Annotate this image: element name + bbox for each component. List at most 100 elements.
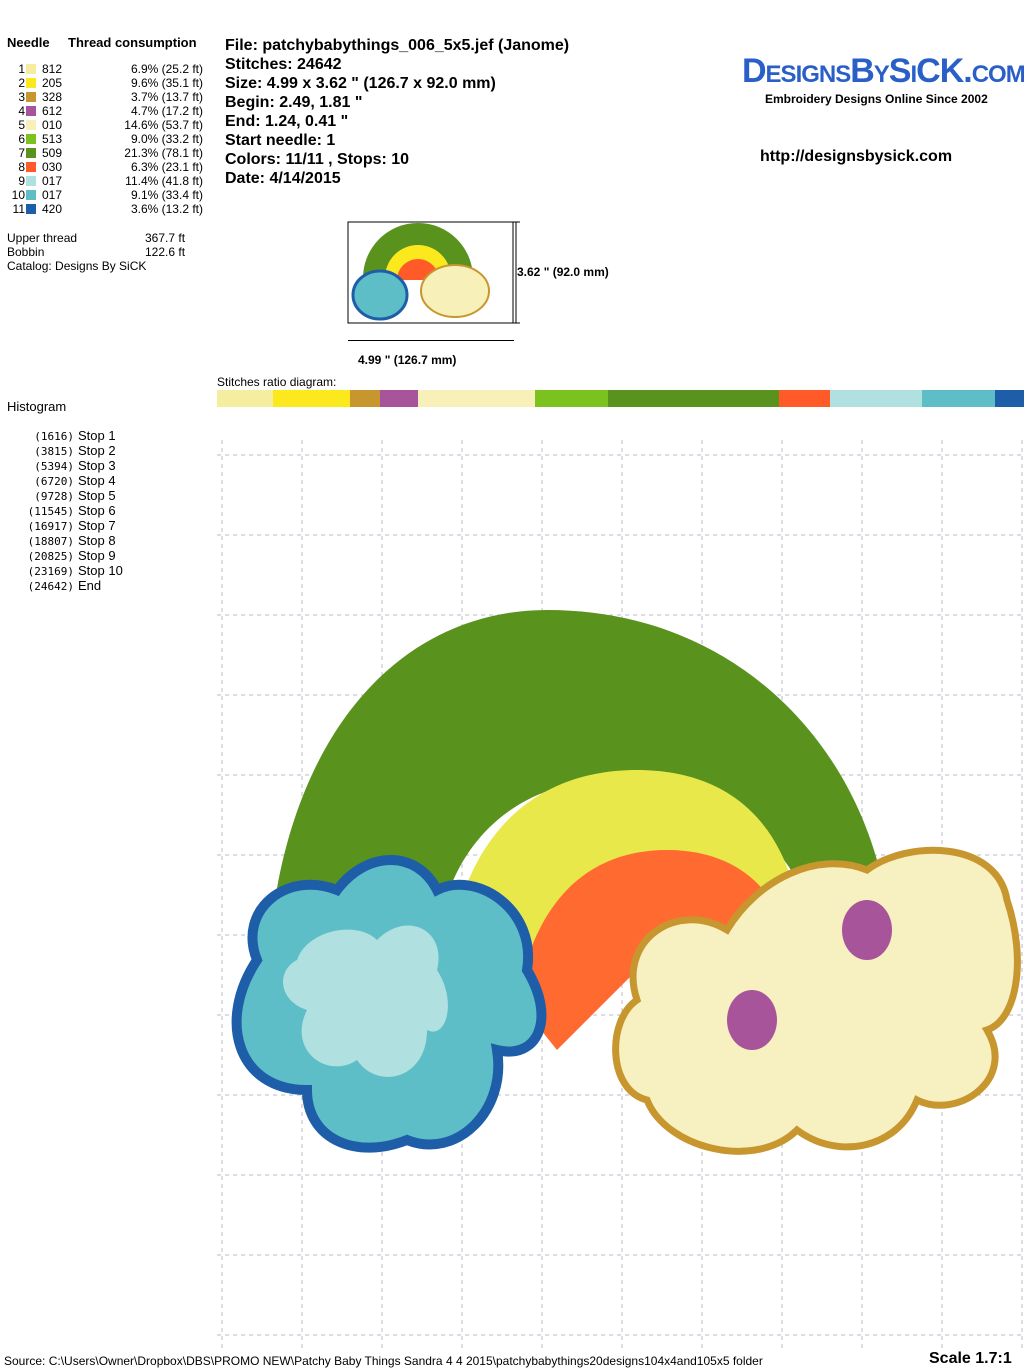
brand-url[interactable]: http://designsbysick.com xyxy=(760,148,953,165)
info-line: Size: 4.99 x 3.62 " (126.7 x 92.0 mm) xyxy=(225,75,496,92)
info-line: Colors: 11/11 , Stops: 10 xyxy=(225,151,410,168)
color-swatch xyxy=(26,78,36,88)
stop-label: Stop 1 xyxy=(78,428,116,443)
thread-percent: 9.1% (33.4 ft) xyxy=(130,188,203,202)
light-blue-cloud xyxy=(283,925,448,1077)
needle-number: 4 xyxy=(18,104,25,118)
stop-label: Stop 5 xyxy=(78,488,116,503)
stitch-count: (24642) xyxy=(27,580,74,593)
color-swatch xyxy=(26,190,36,200)
ratio-segment xyxy=(272,390,350,407)
needle-number: 8 xyxy=(18,160,25,174)
histogram-row: (24642) End xyxy=(20,578,102,594)
needle-number: 7 xyxy=(18,146,25,160)
thread-code: 812 xyxy=(42,62,63,76)
info-line: Stitches: 24642 xyxy=(225,56,342,73)
color-swatch xyxy=(26,64,36,74)
bobbin-value: 122.6 ft xyxy=(145,245,186,259)
ratio-segment xyxy=(217,390,273,407)
ratio-label: Stitches ratio diagram: xyxy=(217,375,337,389)
thread-code: 420 xyxy=(42,202,63,216)
color-swatch xyxy=(26,92,36,102)
thread-code: 509 xyxy=(42,146,63,160)
ratio-segment xyxy=(607,390,780,407)
needle-number: 2 xyxy=(18,76,25,90)
color-swatch xyxy=(26,148,36,158)
source-path: Source: C:\Users\Owner\Dropbox\DBS\PROMO… xyxy=(4,1354,763,1368)
thread-code: 612 xyxy=(42,104,63,118)
stitch-count: (9728) xyxy=(34,490,74,503)
thread-percent: 9.0% (33.2 ft) xyxy=(130,132,203,146)
thread-percent: 21.3% (78.1 ft) xyxy=(124,146,203,160)
stop-label: Stop 10 xyxy=(78,563,123,578)
width-dimension-line xyxy=(348,340,514,341)
thread-row: 9 017 11.4% (41.8 ft) xyxy=(8,174,203,188)
consumption-header: Thread consumption xyxy=(68,35,197,50)
needle-header: Needle xyxy=(7,35,50,50)
info-line: Begin: 2.49, 1.81 " xyxy=(225,94,363,111)
thread-percent: 3.7% (13.7 ft) xyxy=(130,90,203,104)
needle-number: 3 xyxy=(18,90,25,104)
thread-percent: 11.4% (41.8 ft) xyxy=(125,174,203,188)
ratio-segment xyxy=(829,390,922,407)
thread-code: 017 xyxy=(42,188,63,202)
stop-label: End xyxy=(78,578,102,593)
stop-label: Stop 8 xyxy=(78,533,116,548)
thread-code: 513 xyxy=(42,132,63,146)
color-swatch xyxy=(26,134,36,144)
thread-code: 205 xyxy=(42,76,63,90)
thread-percent: 6.3% (23.1 ft) xyxy=(130,160,203,174)
stitch-count: (20825) xyxy=(27,550,74,563)
ratio-segment xyxy=(379,390,418,407)
thread-code: 328 xyxy=(42,90,63,104)
histogram-title: Histogram xyxy=(7,399,67,414)
cream-cloud xyxy=(612,846,1021,1155)
stop-label: Stop 4 xyxy=(78,473,116,488)
bobbin-label: Bobbin xyxy=(7,245,45,259)
purple-button-2 xyxy=(727,990,777,1050)
ratio-segment xyxy=(995,390,1024,407)
thread-row: 4 612 4.7% (17.2 ft) xyxy=(8,104,203,118)
thread-row: 2 205 9.6% (35.1 ft) xyxy=(8,76,203,90)
thumb-width-label: 4.99 " (126.7 mm) xyxy=(358,353,457,367)
needle-number: 11 xyxy=(12,202,25,216)
color-swatch xyxy=(26,176,36,186)
needle-number: 10 xyxy=(11,188,25,202)
color-swatch xyxy=(26,120,36,130)
needle-number: 6 xyxy=(18,132,25,146)
thread-row: 8 030 6.3% (23.1 ft) xyxy=(8,160,203,174)
stitch-count: (16917) xyxy=(27,520,74,533)
thread-code: 017 xyxy=(42,174,63,188)
thread-percent: 6.9% (25.2 ft) xyxy=(130,62,203,76)
thread-row: 10 017 9.1% (33.4 ft) xyxy=(8,188,203,202)
needle-number: 5 xyxy=(18,118,25,132)
stitch-count: (11545) xyxy=(27,505,74,518)
color-swatch xyxy=(26,106,36,116)
stitch-count: (6720) xyxy=(34,475,74,488)
stitch-count: (23169) xyxy=(27,565,74,578)
histogram-row: (20825) Stop 9 xyxy=(20,548,116,564)
thread-row: 5 010 14.6% (53.7 ft) xyxy=(8,118,203,132)
ratio-segment xyxy=(349,390,380,407)
thread-percent: 9.6% (35.1 ft) xyxy=(130,76,203,90)
thread-row: 7 509 21.3% (78.1 ft) xyxy=(8,146,203,160)
thread-code: 010 xyxy=(42,118,63,132)
info-line: File: patchybabythings_006_5x5.jef (Jano… xyxy=(225,37,570,54)
histogram-row: (11545) Stop 6 xyxy=(20,503,116,519)
thumb-height-label: 3.62 " (92.0 mm) xyxy=(517,265,609,279)
thread-code: 030 xyxy=(42,160,63,174)
stop-label: Stop 3 xyxy=(78,458,116,473)
stitch-count: (5394) xyxy=(34,460,74,473)
stop-label: Stop 2 xyxy=(78,443,116,458)
info-line: Date: 4/14/2015 xyxy=(225,170,341,187)
thread-row: 6 513 9.0% (33.2 ft) xyxy=(8,132,203,146)
stop-label: Stop 6 xyxy=(78,503,116,518)
color-swatch xyxy=(26,162,36,172)
stop-label: Stop 7 xyxy=(78,518,116,533)
upper-thread-value: 367.7 ft xyxy=(145,231,186,245)
info-line: End: 1.24, 0.41 " xyxy=(225,113,349,130)
catalog: Catalog: Designs By SiCK xyxy=(7,259,147,273)
color-swatch xyxy=(26,204,36,214)
ratio-segment xyxy=(417,390,536,407)
needle-number: 9 xyxy=(18,174,25,188)
